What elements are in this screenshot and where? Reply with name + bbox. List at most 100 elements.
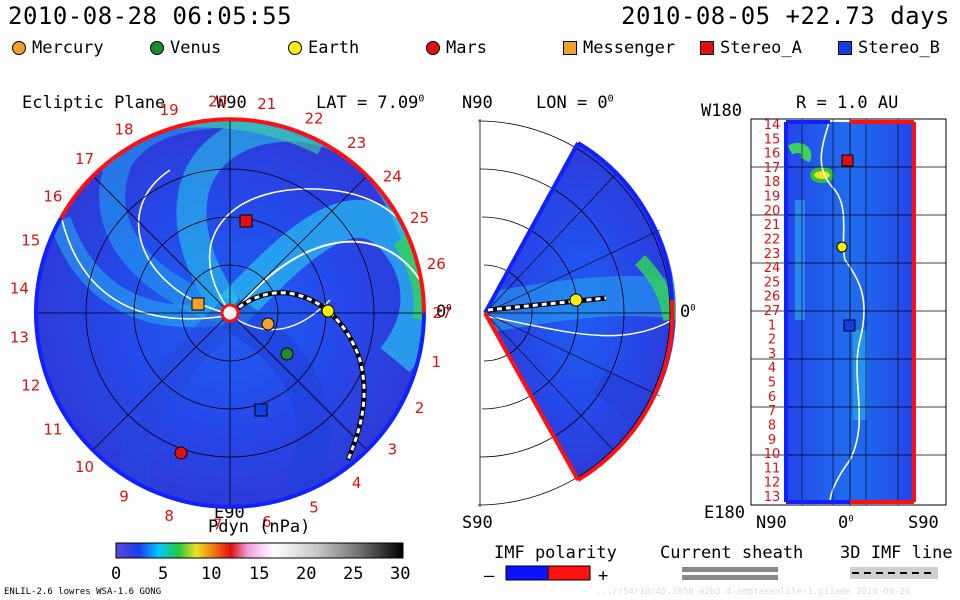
messenger-marker-icon bbox=[563, 41, 577, 55]
legend-stereo-b: Stereo_B bbox=[838, 38, 940, 58]
legend-venus: Venus bbox=[150, 38, 221, 58]
radius-longitude-labels: 1415161718192021222324252627123456789101… bbox=[764, 118, 781, 505]
carrington-label: 7 bbox=[213, 516, 223, 534]
radius-y-label: 13 bbox=[764, 490, 781, 505]
legend-mars: Mars bbox=[426, 38, 487, 58]
radius-y-label: 7 bbox=[768, 404, 776, 419]
legend-label: Venus bbox=[170, 38, 222, 58]
carrington-label: 22 bbox=[304, 109, 323, 127]
radius-y-label: 2 bbox=[768, 333, 776, 348]
colorbar-tick-15: 15 bbox=[249, 564, 270, 584]
carrington-label: 1 bbox=[432, 353, 442, 371]
ecliptic-top-label: W90 bbox=[216, 93, 247, 113]
datetime-label: 2010-08-28 06:05:55 bbox=[8, 2, 293, 30]
stereo-b-marker bbox=[254, 403, 268, 417]
radius-y-label: 19 bbox=[764, 190, 781, 205]
radius-y-label: 6 bbox=[768, 390, 776, 405]
legend-earth: Earth bbox=[288, 38, 359, 58]
radius-x-label-n90: N90 bbox=[756, 513, 787, 533]
meridional-top-label: N90 bbox=[462, 93, 493, 113]
carrington-label: 13 bbox=[10, 329, 29, 347]
imf-line-title: 3D IMF line bbox=[840, 543, 953, 563]
current-sheath-legend bbox=[682, 567, 778, 580]
radius-r-label: R = 1.0 AU bbox=[796, 93, 899, 113]
earth-marker-radius bbox=[836, 241, 848, 253]
carrington-label: 26 bbox=[427, 255, 446, 273]
radius-bottom-label: E180 bbox=[704, 503, 745, 523]
legend-label: Stereo_A bbox=[720, 38, 802, 58]
radius-y-label: 18 bbox=[764, 175, 781, 190]
legend-label: Messenger bbox=[583, 38, 676, 58]
messenger-marker bbox=[191, 297, 205, 311]
radius-y-label: 9 bbox=[768, 433, 776, 448]
radius-y-label: 17 bbox=[764, 161, 781, 176]
colorbar-tick-25: 25 bbox=[343, 564, 364, 584]
colorbar-tick-0: 0 bbox=[111, 564, 122, 584]
imf-polarity-bar bbox=[505, 565, 591, 581]
mercury-marker bbox=[261, 317, 275, 331]
radius-y-label: 26 bbox=[764, 290, 781, 305]
meridional-bottom-label: S90 bbox=[462, 513, 493, 533]
carrington-label: 12 bbox=[21, 377, 40, 395]
earth-marker-icon bbox=[288, 41, 302, 55]
radius-y-label: 10 bbox=[764, 447, 781, 462]
radius-y-label: 16 bbox=[764, 147, 781, 162]
carrington-label: 6 bbox=[262, 513, 272, 531]
carrington-label: 23 bbox=[347, 134, 366, 152]
carrington-label: 2 bbox=[415, 399, 425, 417]
legend-label: Mars bbox=[446, 38, 487, 58]
stereo-b-marker-icon bbox=[838, 41, 852, 55]
radius-x-label-s90: S90 bbox=[908, 513, 939, 533]
run-info-label: 2010-08-05 +22.73 days bbox=[621, 2, 950, 30]
carrington-label: 14 bbox=[10, 279, 29, 297]
carrington-label: 16 bbox=[43, 188, 62, 206]
carrington-label: 17 bbox=[75, 150, 94, 168]
radius-y-label: 14 bbox=[764, 118, 781, 133]
radius-y-label: 5 bbox=[768, 376, 776, 391]
radius-y-label: 8 bbox=[768, 419, 776, 434]
radius-y-label: 21 bbox=[764, 218, 781, 233]
legend-label: Earth bbox=[308, 38, 360, 58]
venus-marker-icon bbox=[150, 41, 164, 55]
ecliptic-lat-label: LAT = 7.090 bbox=[316, 93, 425, 113]
colorbar-tick-30: 30 bbox=[390, 564, 411, 584]
radius-y-label: 23 bbox=[764, 247, 781, 262]
stereo-b-marker-radius bbox=[843, 319, 856, 332]
pressure-colorbar bbox=[115, 542, 404, 559]
radius-y-label: 4 bbox=[768, 361, 776, 376]
meridional-right-label: 00 bbox=[680, 302, 696, 322]
carrington-label: 25 bbox=[410, 209, 429, 227]
colorbar-tick-10: 10 bbox=[201, 564, 222, 584]
radius-y-label: 15 bbox=[764, 132, 781, 147]
radius-y-label: 24 bbox=[764, 261, 781, 276]
radius-x-label-0: 00 bbox=[838, 513, 854, 533]
stereo-a-marker-radius bbox=[841, 154, 854, 167]
carrington-label: 10 bbox=[75, 458, 94, 476]
meridional-lon-label: LON = 00 bbox=[536, 93, 614, 113]
legend-messenger: Messenger bbox=[563, 38, 675, 58]
carrington-label: 18 bbox=[114, 120, 133, 138]
legend-stereo-a: Stereo_A bbox=[700, 38, 802, 58]
carrington-label: 20 bbox=[208, 92, 227, 110]
colorbar-tick-20: 20 bbox=[296, 564, 317, 584]
radius-panel: 1415161718192021222324252627123456789101… bbox=[750, 118, 947, 506]
stereo-a-marker bbox=[239, 214, 253, 228]
imf-polarity-minus: – bbox=[484, 566, 495, 586]
radius-y-label: 20 bbox=[764, 204, 781, 219]
carrington-label: 27 bbox=[432, 304, 451, 322]
ecliptic-right-label: 00 bbox=[436, 302, 452, 322]
radius-y-label: 25 bbox=[764, 275, 781, 290]
stereo-a-marker-icon bbox=[700, 41, 714, 55]
carrington-label: 5 bbox=[309, 499, 319, 517]
radius-y-label: 27 bbox=[764, 304, 781, 319]
carrington-label: 11 bbox=[43, 421, 62, 439]
venus-marker bbox=[280, 347, 294, 361]
colorbar-tick-5: 5 bbox=[158, 564, 169, 584]
colorbar-title: Pdyn (nPa) bbox=[208, 517, 311, 537]
current-sheath-title: Current sheath bbox=[660, 543, 804, 563]
carrington-label: 4 bbox=[352, 474, 362, 492]
radius-y-label: 22 bbox=[764, 233, 781, 248]
